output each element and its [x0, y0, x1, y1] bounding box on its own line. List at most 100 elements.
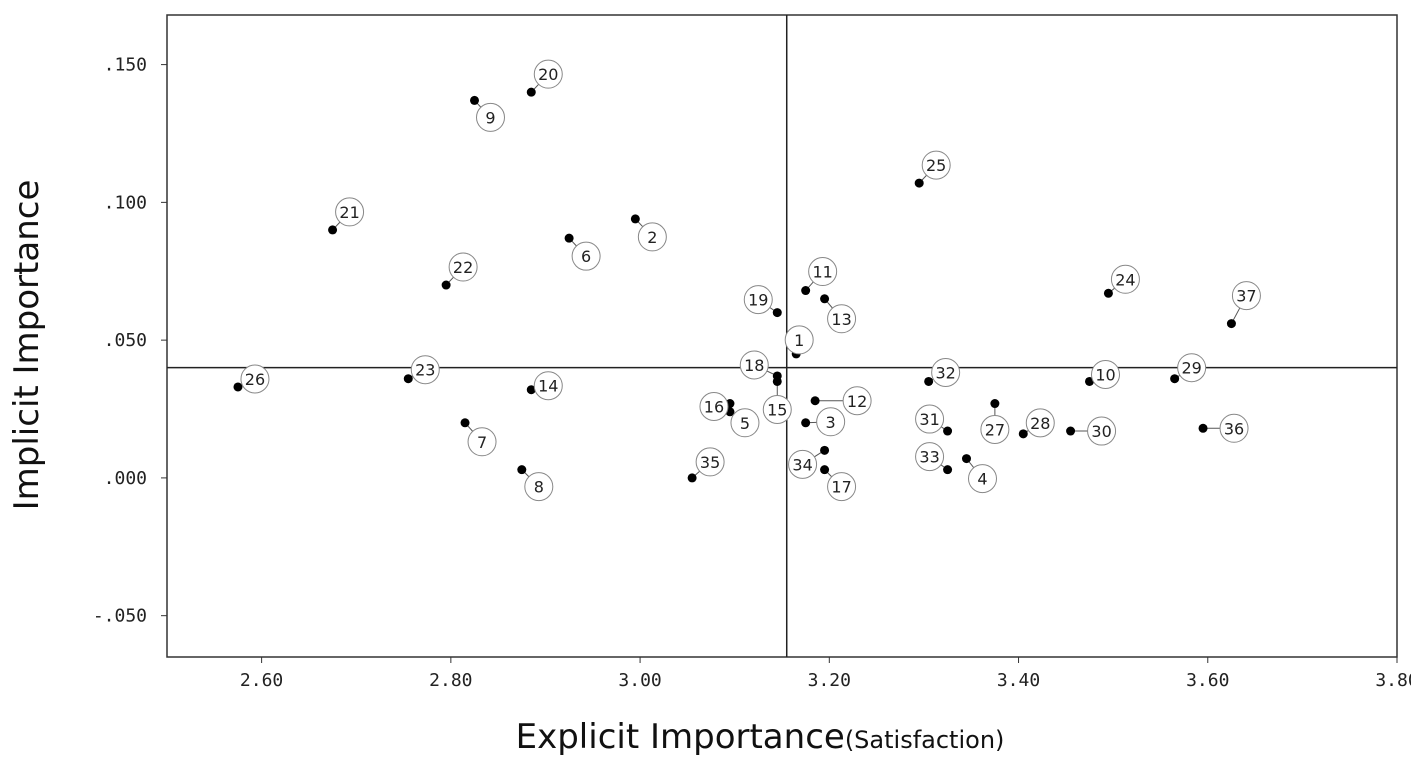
data-point [943, 426, 953, 436]
point-label: 27 [985, 421, 1005, 440]
point-label-ring [1231, 281, 1261, 311]
point-label: 9 [485, 108, 495, 127]
point-label-ring [467, 427, 497, 457]
data-point [1170, 374, 1180, 384]
point-label: 22 [453, 258, 473, 277]
point-label-ring [1087, 416, 1117, 446]
point-label-ring [968, 464, 997, 494]
point-label-ring [533, 371, 563, 401]
y-tick-label: .100 [104, 192, 147, 213]
x-axis-title-suffix: (Satisfaction) [845, 726, 1005, 754]
point-label-ring [448, 252, 478, 282]
data-point [801, 418, 811, 428]
data-point [962, 454, 971, 464]
point-label-ring [762, 394, 792, 424]
data-point [990, 399, 1000, 409]
point-label: 16 [704, 398, 724, 417]
data-point [820, 465, 830, 475]
point-label-ring [699, 392, 729, 422]
data-point [943, 465, 953, 475]
point-label: 29 [1181, 359, 1201, 378]
point-label-ring [571, 241, 601, 271]
x-tick-label: 3.60 [1186, 670, 1229, 691]
point-label-ring [240, 364, 270, 394]
data-point [914, 178, 924, 188]
point-label: 34 [792, 455, 812, 474]
point-label-ring [784, 325, 814, 355]
point-label: 11 [812, 263, 832, 282]
x-tick-label: 3.00 [618, 670, 661, 691]
point-label: 32 [935, 363, 955, 382]
data-point [1018, 429, 1028, 439]
point-label-ring [533, 59, 563, 89]
y-tick-label: -.050 [93, 606, 147, 627]
point-label-ring [788, 449, 818, 479]
point-label-ring [827, 304, 857, 334]
point-label-ring [743, 285, 773, 315]
point-label-ring [915, 442, 945, 472]
point-label: 17 [831, 478, 851, 497]
y-axis-title: Implicit Importance [7, 180, 47, 511]
point-label: 28 [1030, 414, 1050, 433]
point-label-ring [1110, 264, 1140, 294]
data-point [630, 214, 640, 224]
data-point [564, 233, 574, 243]
y-tick-label: .000 [104, 468, 147, 489]
point-label: 20 [538, 65, 558, 84]
point-label-ring [1219, 413, 1249, 443]
point-label: 2 [647, 228, 657, 247]
x-tick-label: 2.60 [240, 670, 283, 691]
data-point [772, 371, 782, 381]
point-label-ring [921, 150, 951, 180]
point-label: 19 [748, 291, 768, 310]
data-point [820, 445, 830, 455]
point-label: 33 [919, 448, 939, 467]
point-label-ring [1025, 408, 1055, 438]
point-label: 35 [700, 453, 720, 472]
x-tick-label: 3.20 [808, 670, 851, 691]
point-label: 1 [794, 331, 804, 350]
point-label-ring [410, 355, 440, 385]
data-point [526, 87, 536, 97]
point-label-ring [808, 257, 838, 287]
point-label: 23 [415, 361, 435, 380]
data-point [820, 294, 830, 304]
data-points [233, 83, 1241, 483]
data-point [810, 396, 820, 406]
x-axis-title-main: Explicit Importance [516, 717, 845, 757]
point-label-ring [1091, 359, 1120, 389]
point-label: 15 [767, 400, 787, 419]
point-label-ring [335, 197, 365, 227]
point-label-ring [827, 472, 857, 502]
point-label: 25 [926, 156, 946, 175]
data-point [1085, 376, 1094, 386]
point-label: 13 [831, 310, 851, 329]
y-tick-label: .150 [104, 55, 147, 76]
reference-lines [167, 15, 1397, 657]
point-label: 31 [919, 410, 939, 429]
data-point [801, 286, 811, 296]
point-label: 14 [538, 377, 558, 396]
point-label: 8 [534, 478, 544, 497]
point-label: 12 [847, 392, 867, 411]
data-point [460, 418, 470, 428]
plot-frame [166, 14, 1398, 658]
point-label: 3 [826, 413, 836, 432]
data-point [924, 376, 934, 386]
point-label-ring [1177, 353, 1207, 383]
point-label-ring [931, 357, 961, 387]
data-point [470, 95, 479, 105]
point-label: 30 [1091, 422, 1111, 441]
data-point [328, 225, 338, 235]
point-label: 6 [581, 247, 591, 266]
point-label-ring [476, 102, 505, 132]
data-point [687, 473, 697, 483]
data-point [1198, 423, 1208, 433]
point-label: 18 [744, 356, 764, 375]
point-label: 36 [1224, 419, 1244, 438]
y-tick-label: .050 [104, 330, 147, 351]
data-point [1066, 426, 1076, 436]
point-label: 26 [245, 370, 265, 389]
point-label-ring [524, 472, 554, 502]
